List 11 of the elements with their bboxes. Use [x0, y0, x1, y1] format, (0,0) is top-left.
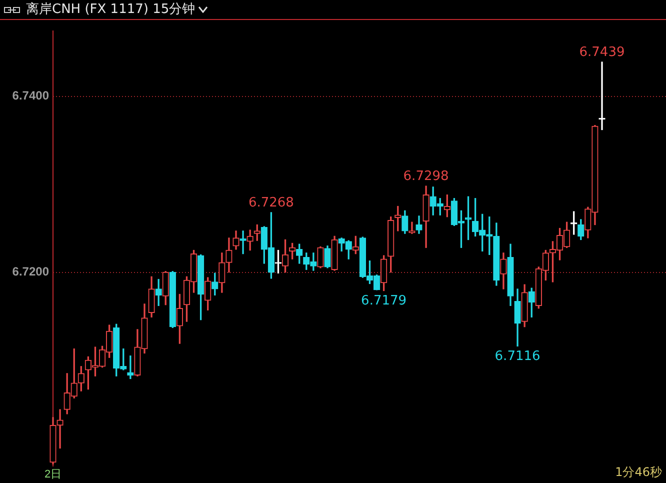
text: 6.7439 — [579, 44, 625, 60]
text: 6.7116 — [494, 349, 540, 364]
text: 6.7268 — [248, 195, 294, 210]
y-tick-label: 6.7400 — [12, 88, 50, 103]
y-tick-label: 6.7200 — [12, 264, 50, 279]
text: 6.7179 — [361, 294, 407, 309]
candlestick — [127, 356, 134, 380]
chart-title: 离岸CNH (FX 1117) 15分钟 — [26, 1, 196, 19]
text: 1分46秒 — [615, 464, 662, 481]
text: 6.7298 — [403, 168, 449, 184]
x-tick-label: 2日 — [44, 468, 62, 480]
